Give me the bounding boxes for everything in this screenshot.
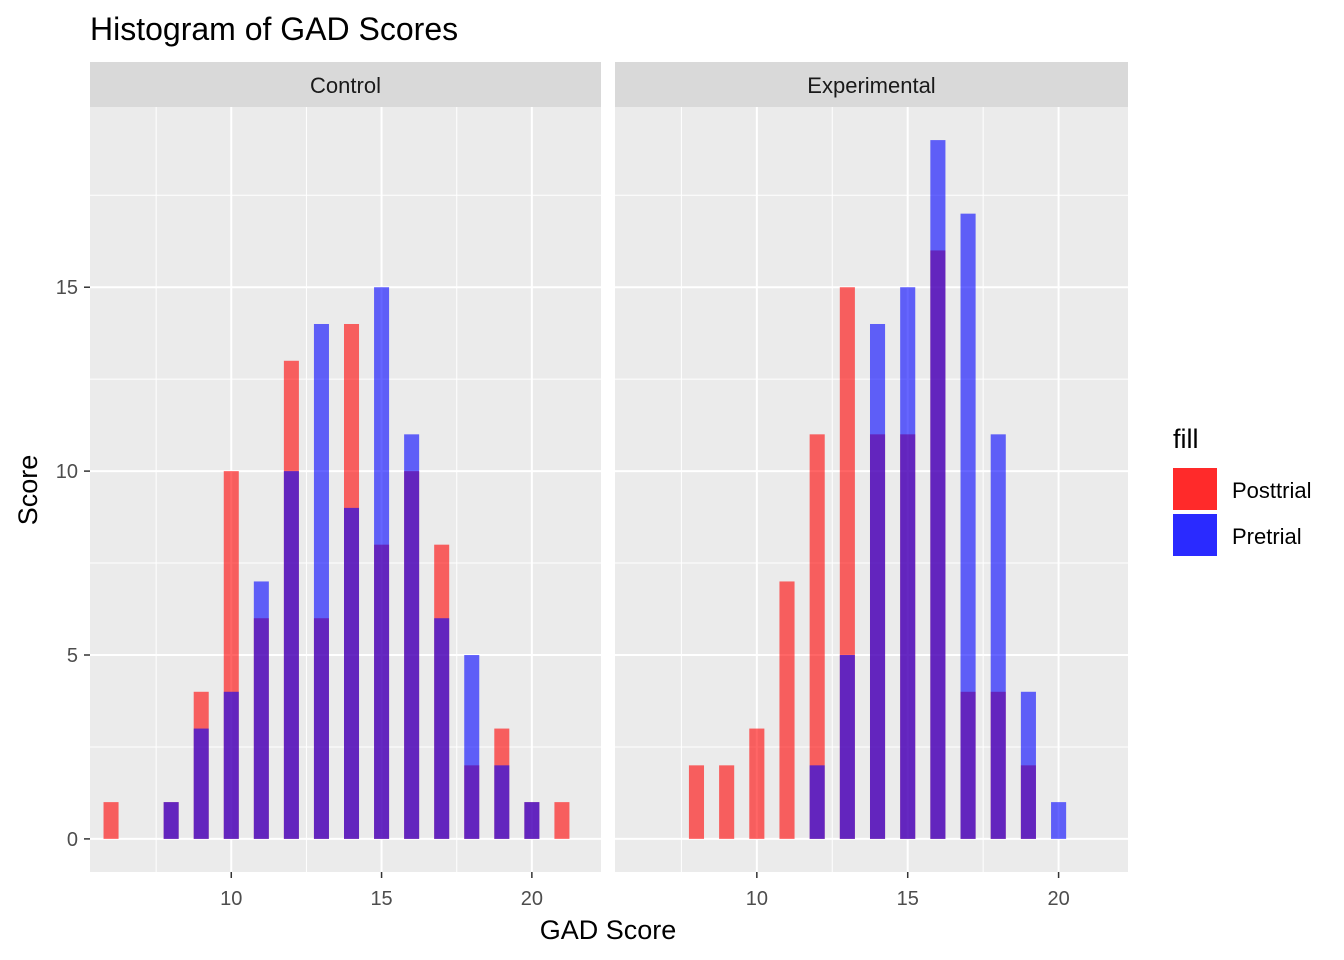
bar-posttrial bbox=[688, 765, 705, 839]
x-tick-label: 15 bbox=[370, 888, 392, 910]
facet-panels: Control 10 15 20 0 5 10 15 Experimental 10 15 20 bbox=[56, 62, 1128, 910]
legend-title: fill bbox=[1173, 424, 1199, 454]
bar-pretrial bbox=[343, 507, 360, 839]
bar-pretrial bbox=[193, 728, 209, 839]
bar-pretrial bbox=[404, 434, 420, 839]
bar-pretrial bbox=[163, 802, 179, 839]
y-tick-label: 15 bbox=[56, 277, 78, 299]
bar-pretrial bbox=[1051, 802, 1067, 839]
chart-title: Histogram of GAD Scores bbox=[90, 11, 458, 47]
bar-pretrial bbox=[223, 691, 239, 839]
x-tick-label: 15 bbox=[897, 888, 919, 910]
legend: fill Posttrial Pretrial bbox=[1173, 424, 1311, 556]
panel-experimental: Experimental 10 15 20 bbox=[615, 62, 1128, 910]
strip-control bbox=[90, 62, 601, 107]
bar-pretrial bbox=[960, 213, 976, 839]
bar-pretrial bbox=[464, 655, 480, 839]
bar-posttrial bbox=[103, 802, 119, 839]
bar-pretrial bbox=[374, 287, 390, 839]
bar-pretrial bbox=[313, 323, 329, 839]
x-tick-label: 20 bbox=[1047, 888, 1069, 910]
bar-pretrial bbox=[839, 655, 855, 839]
series-pretrial-control bbox=[163, 287, 540, 839]
bar-pretrial bbox=[869, 323, 886, 839]
strip-experimental bbox=[615, 62, 1128, 107]
legend-key-pretrial bbox=[1173, 514, 1217, 556]
strip-label-control: Control bbox=[310, 73, 381, 98]
bar-pretrial bbox=[524, 802, 540, 839]
bar-pretrial bbox=[283, 471, 299, 839]
y-tick-label: 10 bbox=[56, 461, 78, 483]
bar-posttrial bbox=[749, 728, 765, 839]
y-tick-label: 0 bbox=[67, 829, 78, 851]
x-tick-label: 10 bbox=[746, 888, 768, 910]
legend-label-pretrial: Pretrial bbox=[1232, 524, 1302, 549]
bar-posttrial bbox=[779, 581, 795, 839]
legend-key-posttrial bbox=[1173, 468, 1217, 510]
bar-posttrial bbox=[719, 765, 735, 839]
x-axis-title: GAD Score bbox=[540, 915, 677, 945]
bar-posttrial bbox=[809, 434, 825, 839]
y-tick-label: 5 bbox=[67, 645, 78, 667]
bar-pretrial bbox=[494, 765, 510, 839]
panel-control: Control 10 15 20 0 5 10 15 bbox=[56, 62, 601, 910]
bar-posttrial bbox=[554, 802, 570, 839]
bar-pretrial bbox=[253, 581, 269, 839]
bar-pretrial bbox=[900, 287, 916, 839]
y-axis-title: Score bbox=[13, 455, 43, 526]
legend-label-posttrial: Posttrial bbox=[1232, 478, 1311, 503]
bar-pretrial bbox=[434, 618, 450, 839]
strip-label-experimental: Experimental bbox=[807, 73, 935, 98]
bar-pretrial bbox=[1020, 691, 1036, 839]
x-tick-label: 20 bbox=[521, 888, 543, 910]
series-pretrial-experimental bbox=[809, 140, 1067, 839]
bar-pretrial bbox=[930, 140, 946, 839]
bar-pretrial bbox=[990, 434, 1006, 839]
bar-pretrial bbox=[809, 765, 825, 839]
x-tick-label: 10 bbox=[220, 888, 242, 910]
